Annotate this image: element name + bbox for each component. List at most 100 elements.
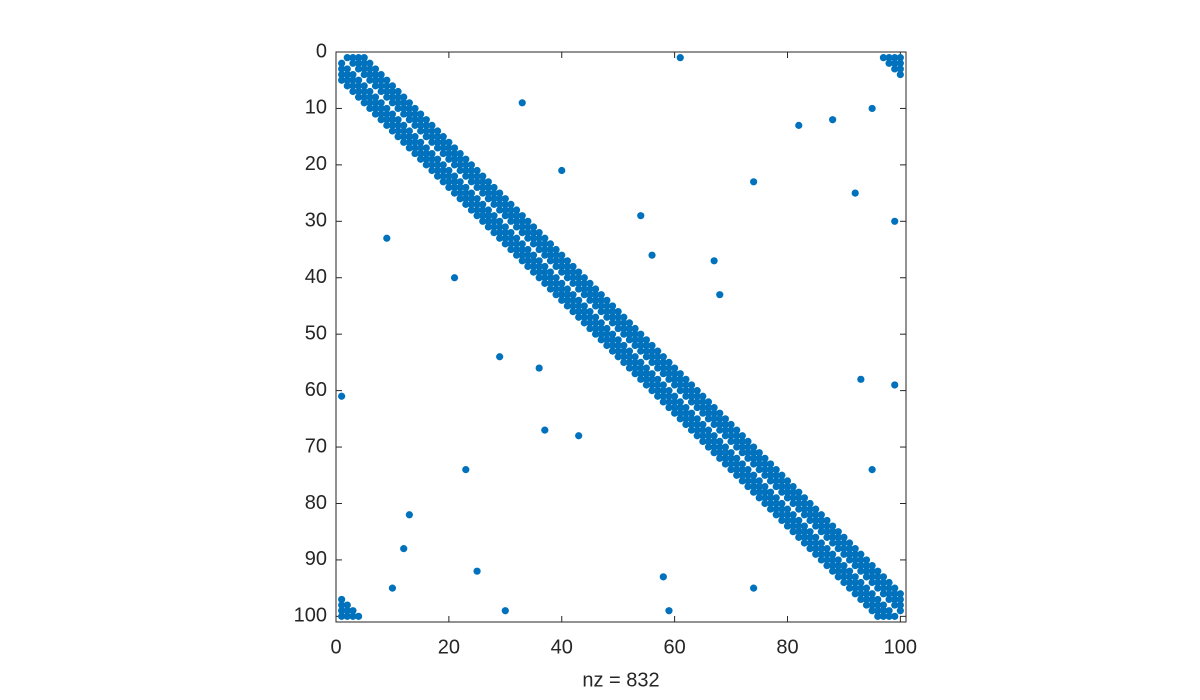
nonzero-dot (580, 279, 588, 287)
nonzero-dot (766, 471, 775, 479)
nonzero-dot (411, 110, 419, 118)
nonzero-dot (857, 595, 865, 604)
nonzero-dot (625, 319, 634, 327)
nonzero-dot (366, 59, 374, 67)
nonzero-dot (817, 545, 825, 553)
nonzero-dot (360, 93, 368, 101)
nonzero-dot (812, 533, 820, 541)
nonzero-dot (772, 494, 780, 502)
nonzero-dot (727, 420, 735, 429)
nonzero-dot (834, 567, 842, 575)
nonzero-dot (891, 381, 899, 389)
nonzero-dot (733, 437, 741, 446)
nonzero-dot (484, 189, 492, 197)
nonzero-dot (343, 70, 351, 79)
nonzero-dot (778, 488, 786, 496)
nonzero-dot (552, 274, 560, 282)
nonzero-dot (795, 522, 803, 530)
nonzero-dot (654, 375, 662, 383)
nonzero-dot (868, 601, 876, 609)
nonzero-dot (874, 573, 882, 581)
nonzero-dot (467, 195, 476, 203)
nonzero-dot (338, 595, 346, 604)
nonzero-dot (891, 584, 899, 592)
nonzero-dot (371, 70, 380, 79)
nonzero-dot (479, 189, 487, 197)
nonzero-dot (490, 217, 498, 225)
nonzero-dot (789, 488, 797, 496)
nonzero-dot (885, 578, 893, 587)
nonzero-dot (371, 110, 380, 118)
nonzero-dot (546, 268, 555, 276)
nonzero-dot (885, 612, 893, 620)
nonzero-dot (377, 99, 385, 107)
nonzero-dot (834, 539, 842, 547)
nonzero-dot (716, 449, 724, 457)
nonzero-dot (625, 364, 634, 372)
nonzero-dot (445, 144, 453, 152)
nonzero-dot (631, 336, 639, 344)
nonzero-dot (733, 432, 741, 440)
nonzero-dot (507, 212, 515, 220)
nonzero-dot (529, 234, 538, 242)
nonzero-dot (603, 330, 611, 338)
nonzero-dot (857, 584, 865, 592)
nonzero-dot (592, 296, 600, 304)
nonzero-dot (671, 403, 679, 412)
nonzero-dot (467, 172, 476, 180)
nonzero-dot (868, 595, 876, 604)
nonzero-dot (789, 516, 797, 525)
nonzero-dot (631, 324, 639, 333)
nonzero-dot (834, 533, 842, 541)
nonzero-dot (721, 454, 730, 462)
nonzero-dot (710, 409, 718, 417)
nonzero-dot (676, 403, 684, 412)
nonzero-dot (473, 166, 481, 175)
x-tick-label: 100 (884, 636, 917, 658)
y-tick-label: 60 (305, 379, 327, 401)
nonzero-dot (642, 381, 650, 389)
nonzero-dot (400, 121, 408, 129)
nonzero-dot (529, 228, 538, 237)
nonzero-dot (586, 319, 594, 327)
nonzero-dot (885, 59, 893, 67)
nonzero-dot (665, 370, 673, 378)
nonzero-dot (761, 494, 769, 502)
nonzero-dot (631, 330, 639, 338)
nonzero-dot (507, 200, 515, 208)
nonzero-dot (439, 178, 447, 186)
nonzero-dot (507, 240, 515, 248)
nonzero-dot (891, 590, 899, 598)
nonzero-dot (687, 415, 696, 423)
nonzero-dot (761, 454, 769, 462)
nonzero-dot (687, 409, 696, 417)
nonzero-dot (845, 539, 854, 547)
nonzero-dot (433, 166, 442, 175)
nonzero-dot (338, 65, 346, 73)
nonzero-dot (778, 477, 786, 485)
nonzero-dot (834, 573, 842, 581)
nonzero-dot (829, 533, 837, 541)
nonzero-dot (800, 533, 809, 541)
nonzero-dot (518, 99, 526, 107)
nonzero-dot (450, 149, 459, 158)
nonzero-dot (400, 99, 408, 107)
nonzero-dot (518, 257, 526, 265)
nonzero-dot (699, 420, 707, 429)
nonzero-dot (541, 426, 549, 434)
nonzero-dot (569, 279, 577, 287)
nonzero-dot (642, 353, 650, 361)
nonzero-dot (450, 144, 459, 152)
nonzero-dot (608, 347, 617, 355)
nonzero-dot (806, 499, 814, 508)
nonzero-dot (338, 59, 346, 67)
nonzero-dot (659, 573, 667, 581)
nonzero-dot (603, 296, 611, 304)
nonzero-dot (642, 347, 650, 355)
nonzero-dot (750, 443, 758, 451)
nonzero-dot (687, 398, 696, 406)
nonzero-dot (608, 302, 617, 310)
nonzero-dot (360, 59, 368, 67)
nonzero-dot (840, 561, 848, 570)
nonzero-dot (845, 578, 854, 587)
